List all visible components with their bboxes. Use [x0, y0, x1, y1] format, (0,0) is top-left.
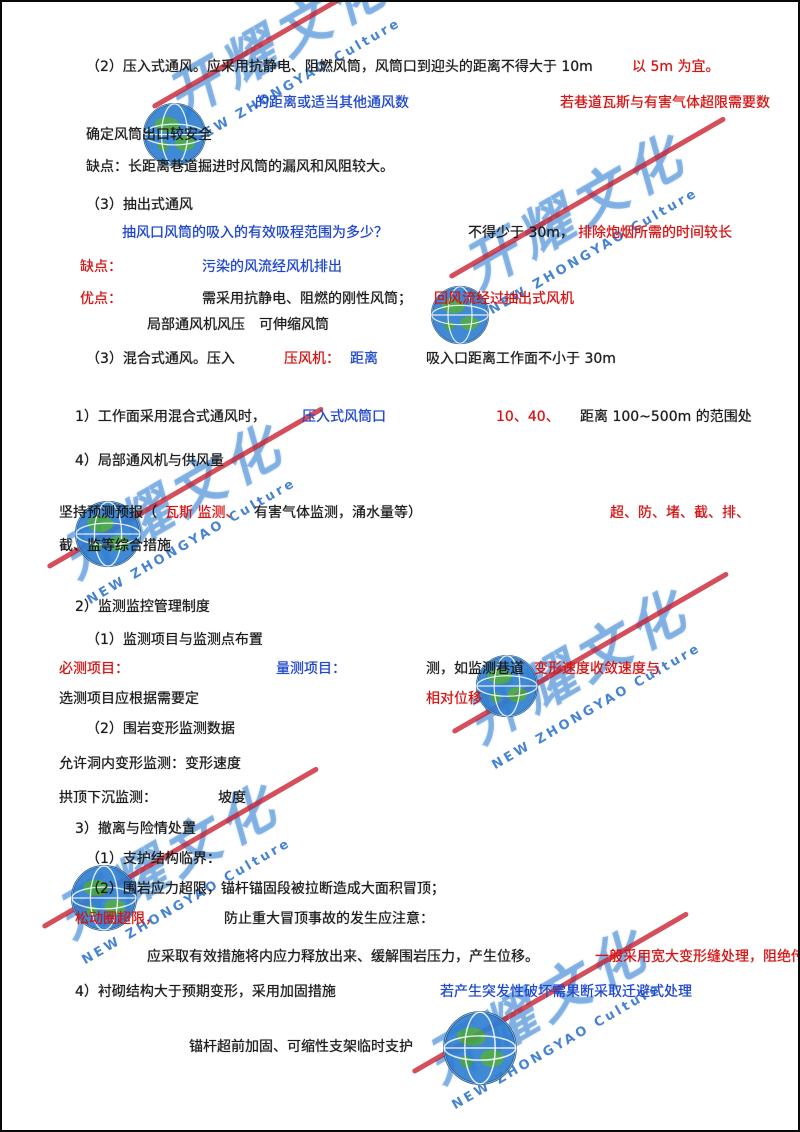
text-line: 允许洞内变形监测：变形速度 [59, 756, 241, 772]
watermark-strike-line [451, 571, 730, 735]
globe-logo-icon [442, 1010, 518, 1086]
text-line: 2）监测监控管理制度 [75, 599, 210, 615]
text-line: 的距离或适当其他通风数 [255, 95, 409, 111]
watermark-text: 开耀文化 [415, 917, 662, 1096]
text-line: 压风机： [284, 351, 340, 367]
text-line: 吸入口距离工作面不小于 30m [426, 351, 616, 367]
text-line: （3）混合式通风。压入 [86, 351, 235, 367]
text-line: 拱顶下沉监测： [59, 790, 157, 806]
text-line: 有害气体监测，涌水量等） [254, 505, 422, 521]
text-line: 缺点： [80, 259, 122, 275]
text-line: （3）抽出式通风 [86, 197, 193, 213]
watermark-strike-line [448, 116, 727, 280]
text-line: 必测项目： [59, 661, 129, 677]
text-line: 缺点：长距离巷道掘进时风筒的漏风和风阻较大。 [86, 159, 394, 175]
text-line: 确定风筒出口较安全 [86, 127, 212, 143]
text-line: 锚杆超前加固、可缩性支架临时支护 [189, 1039, 413, 1055]
text-line: 距离 100~500m 的范围处 [580, 409, 752, 425]
text-line: 排除炮烟所需的时间较长 [578, 225, 732, 241]
watermark-text: 开耀文化 [50, 412, 297, 591]
text-line: （1）支护结构临界： [86, 851, 221, 867]
text-line: 若产生突发性破坏需果断采取迁避式处理 [440, 984, 692, 1000]
text-line: 1）工作面采用混合式通风时， [75, 409, 266, 425]
text-line: 回风流经过抽出式风机 [434, 291, 574, 307]
text-line: 坚持预测预报（ [59, 505, 157, 521]
text-line: 4）衬砌结构大于预期变形，采用加固措施 [75, 984, 336, 1000]
text-line: 超、防、堵、截、排、 [610, 505, 750, 521]
text-line: 测，如监测巷道 [426, 661, 524, 677]
text-line: 松动圈超限， [75, 911, 159, 927]
text-line: 截、监等综合措施 [59, 538, 171, 554]
text-line: 防止重大冒顶事故的发生应注意： [224, 911, 434, 927]
text-line: 若巷道瓦斯与有害气体超限需要数 [560, 95, 770, 111]
text-line: 选测项目应根据需要定 [59, 691, 199, 707]
text-line: 不得少于 30m， [468, 225, 574, 241]
text-line: （2）围岩应力超限，锚杆锚固段被拉断造成大面积冒顶； [86, 881, 445, 897]
text-line: 需采用抗静电、阻燃的刚性风筒； [202, 291, 412, 307]
text-line: 压入式风筒口 [302, 409, 386, 425]
text-line: 10、40、 [496, 409, 560, 425]
text-line: 4）局部通风机与供风量 [75, 453, 224, 469]
watermark-text: 开耀文化 [452, 122, 699, 301]
text-line: （2）压入式通风。应采用抗静电、阻燃风筒，风筒口到迎头的距离不得大于 10m [86, 59, 593, 75]
watermark: 开耀文化 NEW ZHONGYAO Culture [409, 906, 690, 1113]
text-line: 相对位移 [426, 691, 482, 707]
text-line: （1）监测项目与监测点布置 [86, 632, 263, 648]
text-line: 污染的风流经风机排出 [202, 259, 342, 275]
watermark-strike-line [151, 2, 430, 110]
text-line: （2）围岩变形监测数据 [86, 721, 235, 737]
text-line: 3）撤离与险情处置 [75, 821, 196, 837]
watermark-caption: NEW ZHONGYAO Culture [489, 640, 704, 773]
text-line: 瓦斯 监测、 [165, 505, 240, 521]
text-line: 量测项目： [276, 661, 346, 677]
text-line: 坡度 [218, 790, 246, 806]
text-line: 应采取有效措施将内应力释放出来、缓解围岩压力，产生位移。 [147, 949, 539, 965]
watermark-caption: NEW ZHONGYAO Culture [189, 15, 404, 149]
text-line: 以 5m 为宜。 [632, 59, 720, 75]
watermark: 开耀文化 NEW ZHONGYAO Culture [446, 111, 727, 318]
text-line: 局部通风机风压 可伸缩风筒 [147, 317, 329, 333]
text-line: 抽风口风筒的吸入的有效吸程范围为多少？ [122, 225, 388, 241]
text-line: 变形速度收敛速度与 [534, 661, 660, 677]
text-line: 一般采用宽大变形缝处理，阻绝传 [595, 949, 800, 965]
text-line: 优点： [80, 291, 122, 307]
text-line: 距离 [350, 351, 378, 367]
